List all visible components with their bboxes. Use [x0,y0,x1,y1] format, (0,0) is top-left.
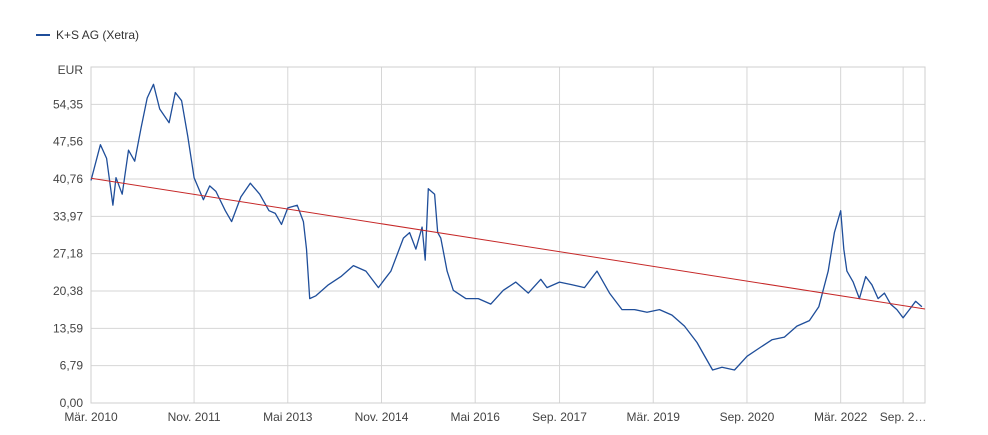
legend-swatch [36,34,50,36]
y-tick-label: 27,18 [53,247,83,261]
trend-line [90,177,926,310]
x-tick-label: Mai 2016 [451,410,501,424]
legend-item[interactable]: K+S AG (Xetra) [36,28,139,42]
plot-frame [90,66,926,404]
y-tick-label: 40,76 [53,172,83,186]
x-tick-label: Sep. 2020 [720,410,775,424]
y-tick-label: 0,00 [60,396,84,410]
x-tick-label: Nov. 2014 [355,410,409,424]
y-tick-label: 33,97 [53,209,83,223]
y-axis-unit: EUR [58,63,84,77]
legend-label: K+S AG (Xetra) [56,28,140,42]
x-axis: Mär. 2010 Nov. 2011 Mai 2013 Nov. 2014 Mai 2… [64,410,926,424]
x-tick-label: Sep. 2… [880,410,927,424]
x-tick-label: Sep. 2017 [532,410,587,424]
y-tick-label: 54,35 [53,97,83,111]
y-tick-label: 6,79 [60,359,84,373]
grid-lines [90,66,926,404]
x-tick-label: Mai 2013 [263,410,313,424]
x-tick-label: Nov. 2011 [168,410,221,424]
x-tick-label: Mär. 2022 [814,410,868,424]
x-tick-label: Mär. 2019 [627,410,681,424]
y-tick-label: 47,56 [53,135,83,149]
y-tick-label: 20,38 [53,284,83,298]
y-axis: 0,00 6,79 13,59 20,38 27,18 33,97 40,76 47,56 54… [53,97,83,410]
plot-area [90,83,926,371]
series-line-ks-ag [90,83,923,371]
y-tick-label: 13,59 [53,321,83,335]
x-tick-label: Mär. 2010 [64,410,118,424]
